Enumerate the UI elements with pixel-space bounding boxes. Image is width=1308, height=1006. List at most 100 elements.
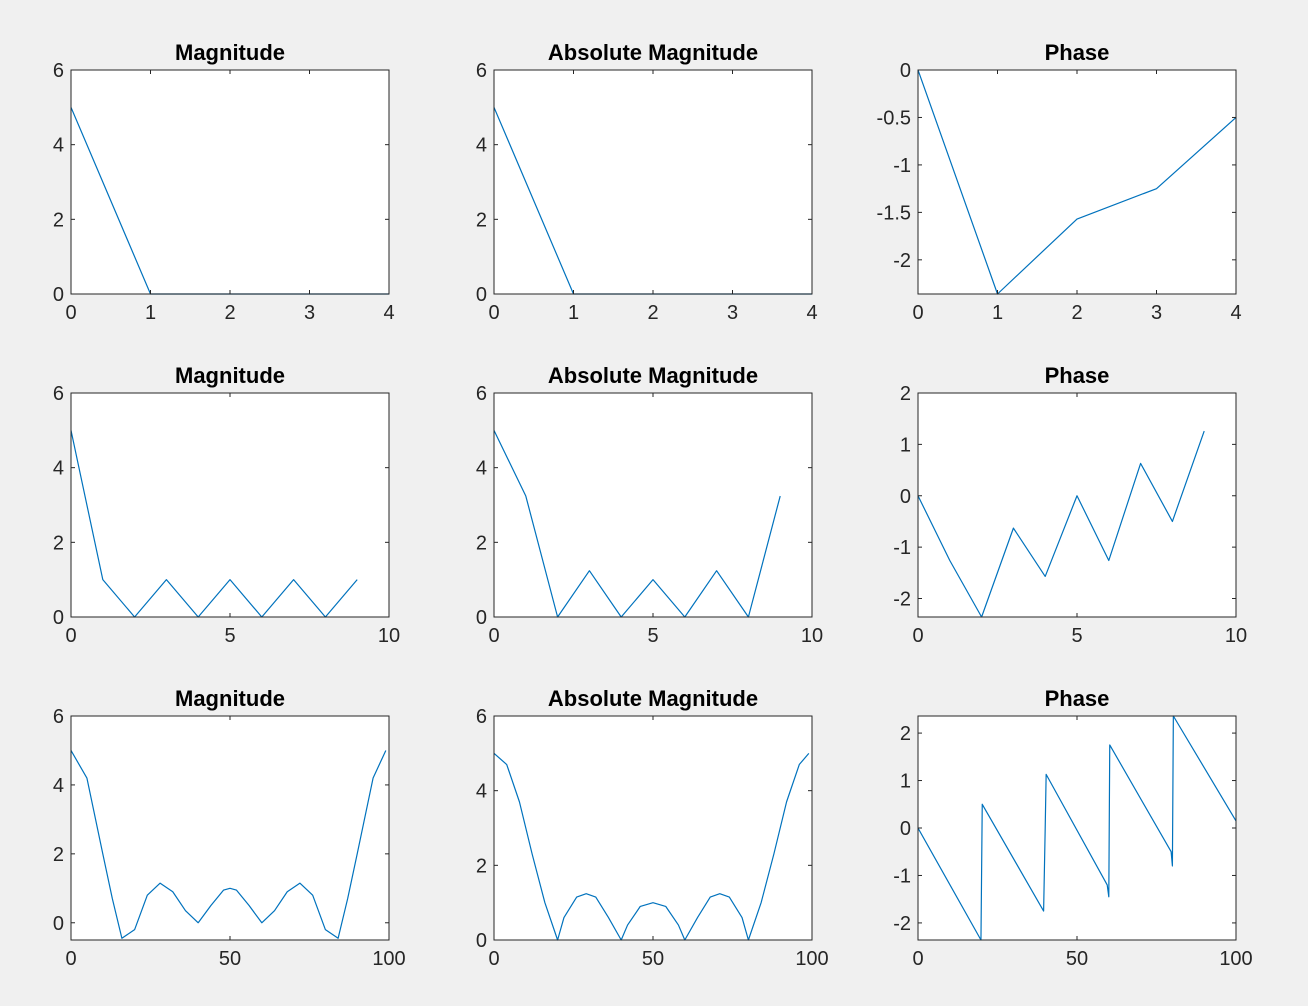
- subplot-title: Magnitude: [175, 40, 285, 65]
- subplot-title: Absolute Magnitude: [548, 363, 758, 388]
- plot-area: [494, 716, 812, 940]
- y-tick-label: 6: [476, 706, 487, 728]
- x-tick-label: 4: [1230, 302, 1241, 324]
- y-tick-label: -1: [893, 155, 911, 177]
- y-tick-label: -0.5: [877, 107, 911, 129]
- y-tick-label: 0: [476, 930, 487, 952]
- x-tick-label: 4: [806, 302, 817, 324]
- y-tick-label: -1.5: [877, 202, 911, 224]
- y-tick-label: 0: [900, 60, 911, 82]
- x-tick-label: 100: [372, 948, 405, 970]
- y-tick-label: 6: [476, 60, 487, 82]
- series-line-1: [494, 752, 810, 941]
- y-tick-label: 1: [900, 771, 911, 793]
- y-tick-label: 6: [53, 383, 64, 405]
- y-tick-label: 0: [53, 284, 64, 306]
- plot-area: [918, 716, 1236, 940]
- x-tick-label: 10: [378, 625, 400, 647]
- y-tick-label: -2: [893, 913, 911, 935]
- series-line-1: [494, 430, 781, 618]
- subplot-title: Absolute Magnitude: [548, 40, 758, 65]
- y-tick-label: 0: [900, 486, 911, 508]
- plot-area: [71, 716, 389, 940]
- x-tick-label: 5: [647, 625, 658, 647]
- y-tick-label: 2: [476, 209, 487, 231]
- series-line-1: [918, 715, 1236, 941]
- x-tick-label: 10: [1225, 625, 1247, 647]
- x-tick-label: 3: [1151, 302, 1162, 324]
- subplot-1: 0 1 2 3 4 0 2 4 6 Magnitude: [53, 40, 395, 324]
- y-tick-label: 4: [476, 781, 487, 803]
- y-tick-label: 1: [900, 434, 911, 456]
- y-tick-label: -2: [893, 250, 911, 272]
- y-tick-label: 0: [476, 607, 487, 629]
- subplot-title: Phase: [1045, 40, 1110, 65]
- x-tick-label: 0: [912, 948, 923, 970]
- x-tick-label: 1: [992, 302, 1003, 324]
- subplot-6: 0 5 10 -2 -1 0 1 2 Phase: [893, 363, 1247, 647]
- plot-area: [71, 70, 389, 294]
- x-tick-label: 1: [568, 302, 579, 324]
- x-tick-label: 4: [383, 302, 394, 324]
- subplot-title: Magnitude: [175, 363, 285, 388]
- x-tick-label: 5: [1071, 625, 1082, 647]
- y-tick-label: 6: [53, 60, 64, 82]
- y-tick-label: -1: [893, 537, 911, 559]
- y-tick-label: 2: [53, 532, 64, 554]
- y-tick-label: -2: [893, 589, 911, 611]
- y-tick-label: 2: [53, 844, 64, 866]
- y-tick-label: 2: [53, 209, 64, 231]
- y-tick-label: 2: [476, 855, 487, 877]
- plot-area: [71, 393, 389, 617]
- x-tick-label: 1: [145, 302, 156, 324]
- y-tick-label: 2: [476, 532, 487, 554]
- plot-area: [918, 393, 1236, 617]
- x-tick-label: 50: [1066, 948, 1088, 970]
- series-line-1: [71, 430, 358, 618]
- x-tick-label: 10: [801, 625, 823, 647]
- y-tick-label: 2: [900, 723, 911, 745]
- plot-area: [494, 70, 812, 294]
- y-tick-label: 4: [476, 135, 487, 157]
- y-tick-label: 6: [476, 383, 487, 405]
- x-tick-label: 2: [1071, 302, 1082, 324]
- x-tick-label: 0: [65, 625, 76, 647]
- plot-area: [918, 70, 1236, 294]
- y-tick-label: -1: [893, 865, 911, 887]
- x-tick-label: 3: [727, 302, 738, 324]
- y-tick-label: 0: [53, 913, 64, 935]
- y-tick-label: 6: [53, 706, 64, 728]
- series-line-1: [71, 750, 387, 939]
- subplot-3: 0 1 2 3 4 -2 -1.5 -1 -0.5 0 Phase: [877, 40, 1242, 324]
- x-tick-label: 5: [224, 625, 235, 647]
- x-tick-label: 100: [795, 948, 828, 970]
- subplot-title: Absolute Magnitude: [548, 686, 758, 711]
- x-tick-label: 0: [65, 948, 76, 970]
- x-tick-label: 0: [488, 948, 499, 970]
- x-tick-label: 0: [65, 302, 76, 324]
- y-tick-label: 0: [53, 607, 64, 629]
- x-tick-label: 0: [912, 302, 923, 324]
- subplot-5: 0 5 10 0 2 4 6 Absolute Magnitude: [476, 363, 823, 647]
- x-tick-label: 0: [488, 302, 499, 324]
- subplot-7: 0 50 100 0 2 4 6 Magnitude: [53, 686, 406, 970]
- x-tick-label: 100: [1219, 948, 1252, 970]
- y-tick-label: 2: [900, 383, 911, 405]
- y-tick-label: 4: [476, 458, 487, 480]
- y-tick-label: 4: [53, 458, 64, 480]
- plot-area: [494, 393, 812, 617]
- y-tick-label: 4: [53, 775, 64, 797]
- x-tick-label: 50: [219, 948, 241, 970]
- series-line-1: [918, 430, 1205, 618]
- subplot-8: 0 50 100 0 2 4 6 Absolute Magnitude: [476, 686, 829, 970]
- x-tick-label: 0: [912, 625, 923, 647]
- x-tick-label: 2: [647, 302, 658, 324]
- y-tick-label: 0: [476, 284, 487, 306]
- subplot-4: 0 5 10 0 2 4 6 Magnitude: [53, 363, 400, 647]
- x-tick-label: 2: [224, 302, 235, 324]
- x-tick-label: 0: [488, 625, 499, 647]
- series-line-1: [918, 69, 1236, 295]
- x-tick-label: 50: [642, 948, 664, 970]
- subplot-title: Phase: [1045, 686, 1110, 711]
